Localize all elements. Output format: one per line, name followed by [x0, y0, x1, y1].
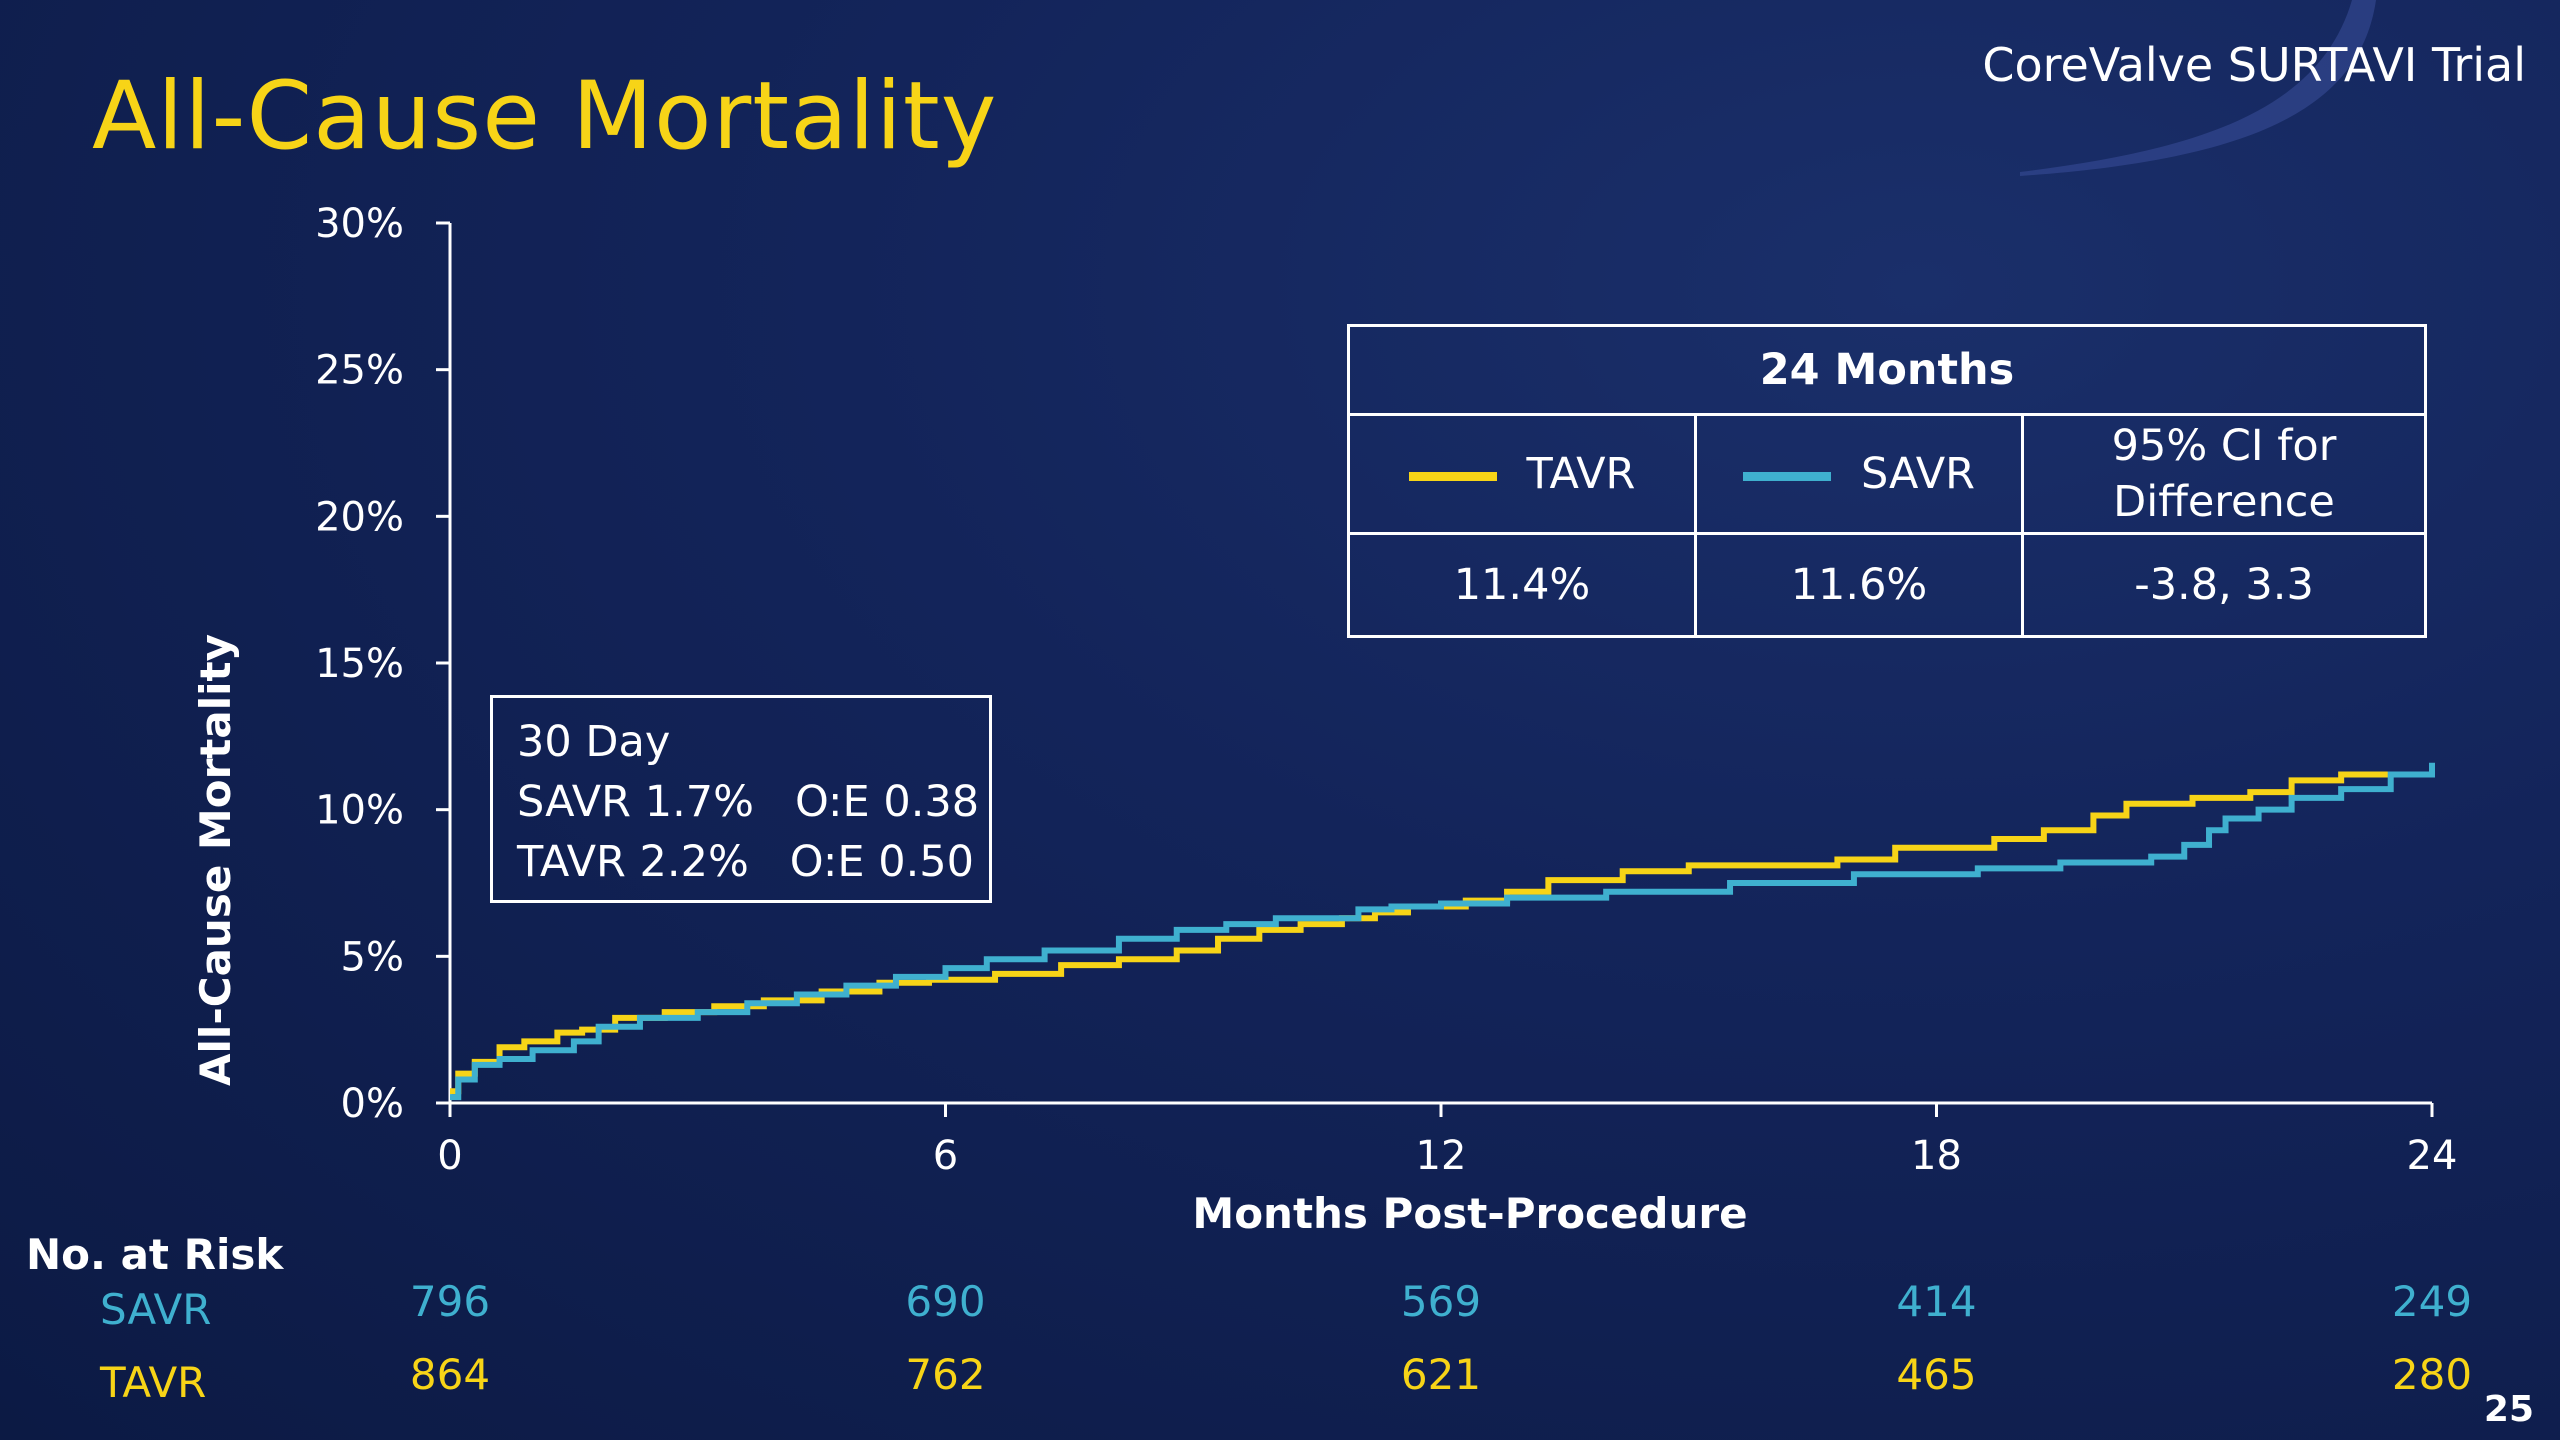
risk-table-title: No. at Risk: [26, 1230, 284, 1279]
legend-tavr: TAVR: [1347, 413, 1697, 535]
risk-label-tavr: TAVR: [100, 1358, 207, 1407]
legend-savr-label: SAVR: [1860, 449, 1976, 499]
risk-tavr-18: 465: [1896, 1350, 1977, 1399]
chart-axes: 0% 5% 10% 15% 20% 25% 30% 0 6 12 18 24: [315, 201, 2457, 1179]
y-tick-label: 0%: [341, 1081, 404, 1127]
risk-savr-6: 690: [905, 1277, 986, 1326]
y-tick-label: 5%: [341, 934, 404, 980]
x-tick-label: 6: [933, 1133, 958, 1179]
tavr-line-swatch: [1408, 472, 1497, 481]
value-tavr: 11.4%: [1347, 532, 1697, 638]
risk-savr-24: 249: [2391, 1277, 2473, 1326]
x-axis-label: Months Post-Procedure: [1192, 1189, 1747, 1238]
thirty-day-title: 30 Day: [517, 717, 671, 767]
savr-line-swatch: [1742, 472, 1831, 481]
y-tick-label: 10%: [315, 788, 404, 834]
thirty-day-savr: SAVR 1.7% O:E 0.38: [517, 777, 980, 827]
slide-title: All-Cause Mortality: [92, 62, 998, 171]
risk-savr-18: 414: [1896, 1277, 1977, 1326]
thirty-day-tavr: TAVR 2.2% O:E 0.50: [517, 837, 974, 887]
y-tick-label: 30%: [315, 201, 404, 247]
value-ci: -3.8, 3.3: [2021, 532, 2427, 638]
risk-tavr-6: 762: [905, 1350, 986, 1399]
y-axis-label: All-Cause Mortality: [191, 634, 240, 1086]
y-tick-label: 20%: [315, 494, 404, 540]
risk-tavr-0: 864: [409, 1350, 491, 1399]
series-line-savr: [450, 762, 2435, 1101]
value-savr: 11.6%: [1694, 532, 2024, 638]
thirty-day-box: 30 Day SAVR 1.7% O:E 0.38 TAVR 2.2% O:E …: [490, 695, 992, 903]
risk-tavr-24: 280: [2391, 1350, 2473, 1399]
risk-savr-12: 569: [1400, 1277, 1482, 1326]
legend-tavr-label: TAVR: [1526, 449, 1636, 499]
x-tick-label: 12: [1416, 1133, 1467, 1179]
ci-header-line2: Difference: [2113, 477, 2335, 527]
summary-header: 24 Months: [1347, 324, 2427, 416]
series-layer: [450, 762, 2435, 1101]
x-tick-label: 18: [1911, 1133, 1962, 1179]
legend-savr: SAVR: [1694, 413, 2024, 535]
y-tick-label: 25%: [315, 348, 404, 394]
ci-header: 95% CI for Difference: [2021, 413, 2427, 535]
risk-label-savr: SAVR: [100, 1285, 212, 1334]
page-number: 25: [2483, 1389, 2534, 1430]
risk-tavr-12: 621: [1400, 1350, 1482, 1399]
brand-label: CoreValve SURTAVI Trial: [1982, 38, 2526, 92]
summary-table: 24 Months TAVR SAVR 95% CI for Differenc…: [1347, 324, 2427, 638]
brand-swoosh: [2020, 0, 2376, 176]
x-tick-label: 0: [437, 1133, 462, 1179]
risk-savr-0: 796: [409, 1277, 491, 1326]
ci-header-line1: 95% CI for: [2111, 421, 2337, 471]
y-tick-label: 15%: [315, 641, 404, 687]
x-tick-label: 24: [2407, 1133, 2458, 1179]
